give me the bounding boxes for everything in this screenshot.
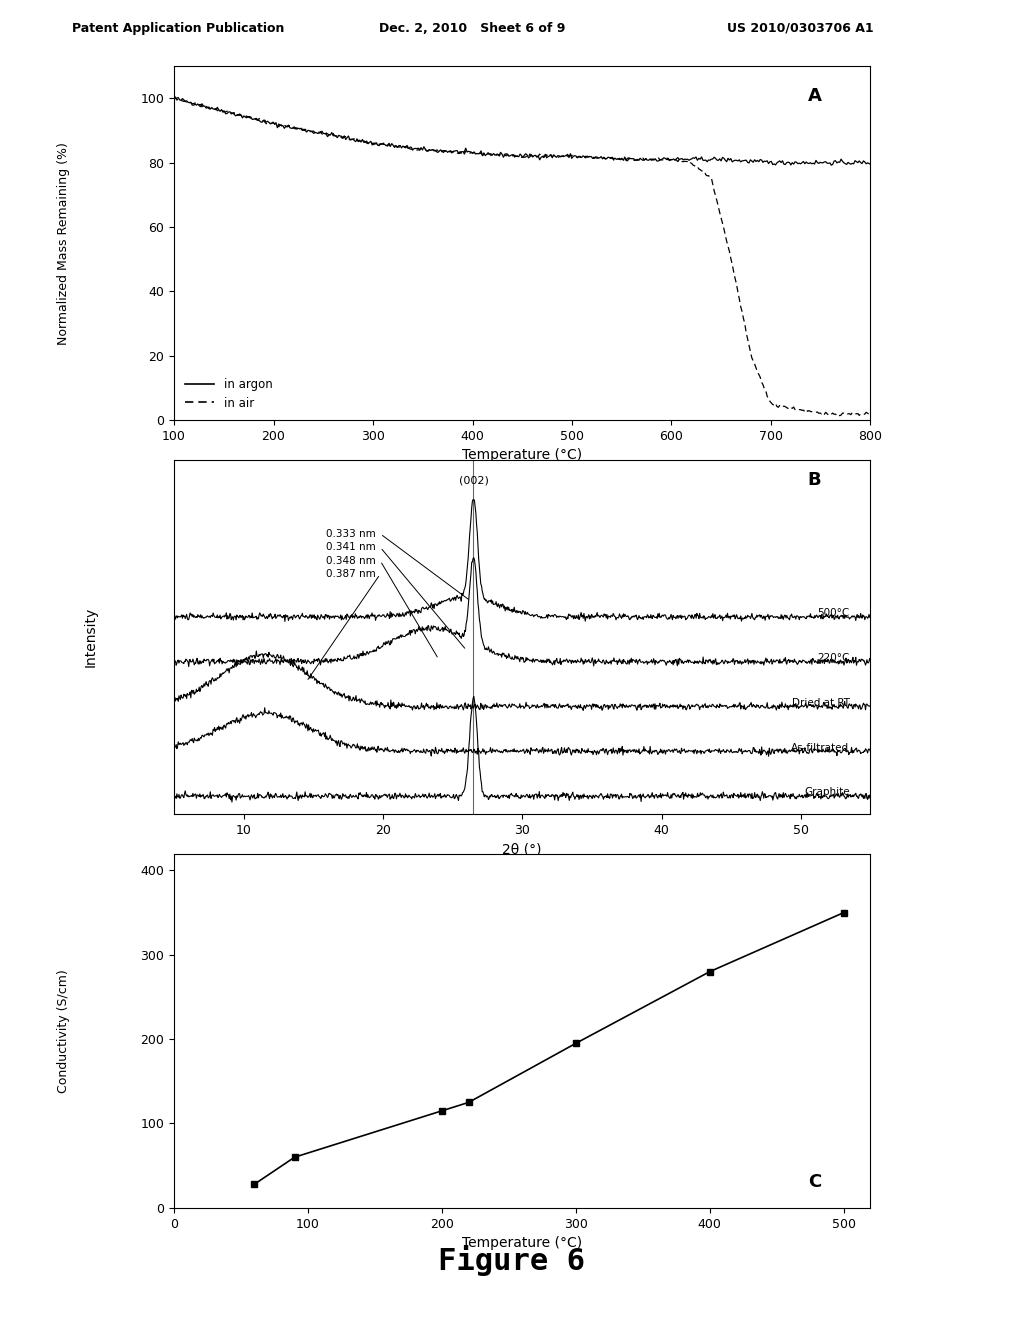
Text: 0.387 nm: 0.387 nm	[327, 569, 376, 579]
Text: (002): (002)	[459, 475, 488, 486]
Text: 0.341 nm: 0.341 nm	[327, 543, 376, 552]
Text: 0.333 nm: 0.333 nm	[327, 529, 376, 539]
Text: B: B	[808, 471, 821, 488]
Text: 500°C: 500°C	[817, 609, 850, 618]
Y-axis label: Intensity: Intensity	[84, 607, 97, 667]
Legend: in argon, in air: in argon, in air	[180, 374, 278, 414]
X-axis label: Temperature (°C): Temperature (°C)	[462, 1236, 583, 1250]
Y-axis label: Conductivity (S/cm): Conductivity (S/cm)	[56, 969, 70, 1093]
Text: Patent Application Publication: Patent Application Publication	[72, 21, 284, 34]
Text: Dried at RT: Dried at RT	[792, 698, 850, 708]
Text: C: C	[808, 1172, 821, 1191]
Text: 0.348 nm: 0.348 nm	[327, 556, 376, 566]
Text: As-filtrated: As-filtrated	[792, 743, 850, 752]
X-axis label: Temperature (°C): Temperature (°C)	[462, 449, 583, 462]
Y-axis label: Normalized Mass Remaining (%): Normalized Mass Remaining (%)	[56, 141, 70, 345]
Text: A: A	[808, 87, 821, 106]
X-axis label: 2θ (°): 2θ (°)	[503, 842, 542, 857]
Text: Figure 6: Figure 6	[438, 1245, 586, 1276]
Text: US 2010/0303706 A1: US 2010/0303706 A1	[727, 21, 873, 34]
Text: 220°C: 220°C	[817, 653, 850, 663]
Text: Dec. 2, 2010   Sheet 6 of 9: Dec. 2, 2010 Sheet 6 of 9	[379, 21, 565, 34]
Text: Graphite: Graphite	[804, 788, 850, 797]
